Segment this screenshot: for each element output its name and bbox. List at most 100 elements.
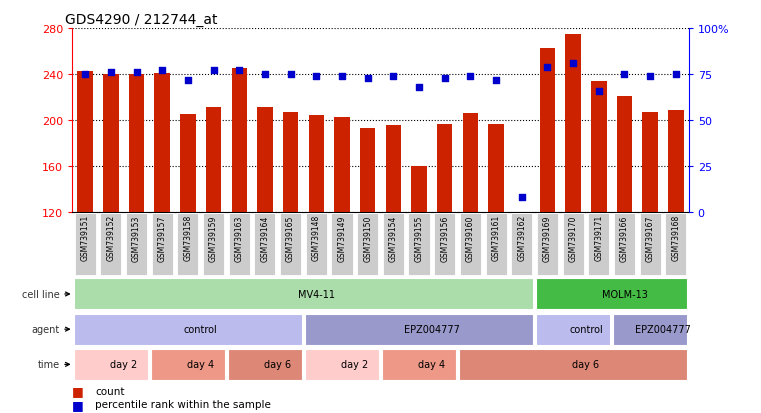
Text: day 2: day 2: [341, 359, 368, 370]
Text: GSM739149: GSM739149: [337, 215, 346, 261]
Text: cell line: cell line: [22, 289, 59, 299]
Bar: [306, 214, 326, 275]
Text: GSM739160: GSM739160: [466, 215, 475, 261]
Point: [438, 75, 451, 82]
Text: ■: ■: [72, 398, 84, 411]
Point: [310, 74, 323, 80]
Bar: [409, 214, 429, 275]
Bar: [357, 214, 378, 275]
Text: GSM739161: GSM739161: [492, 215, 501, 261]
Point: [259, 71, 271, 78]
Text: day 2: day 2: [110, 359, 137, 370]
Point: [361, 75, 374, 82]
Bar: [642, 113, 658, 213]
Point: [233, 68, 245, 74]
Bar: [565, 35, 581, 213]
Point: [208, 68, 220, 74]
Bar: [591, 82, 607, 213]
Bar: [126, 214, 147, 275]
Text: GSM739152: GSM739152: [107, 215, 116, 261]
Bar: [74, 314, 302, 345]
Bar: [332, 214, 352, 275]
Text: GSM739150: GSM739150: [363, 215, 372, 261]
Text: ■: ■: [72, 384, 84, 397]
Text: GSM739165: GSM739165: [286, 215, 295, 261]
Text: EPZ004777: EPZ004777: [635, 324, 691, 335]
Bar: [540, 48, 556, 213]
Bar: [383, 214, 404, 275]
Bar: [229, 214, 250, 275]
Bar: [100, 214, 121, 275]
Bar: [283, 113, 298, 213]
Bar: [129, 75, 145, 213]
Point: [516, 195, 528, 201]
Bar: [78, 71, 93, 213]
Text: GSM739156: GSM739156: [440, 215, 449, 261]
Bar: [437, 124, 453, 213]
Point: [285, 71, 297, 78]
Bar: [460, 214, 481, 275]
Text: GSM739167: GSM739167: [645, 215, 654, 261]
Bar: [435, 214, 455, 275]
Bar: [486, 214, 507, 275]
Bar: [228, 349, 302, 380]
Text: day 6: day 6: [572, 359, 600, 370]
Point: [490, 77, 502, 84]
Bar: [382, 349, 457, 380]
Bar: [180, 115, 196, 213]
Bar: [613, 314, 687, 345]
Text: GSM739169: GSM739169: [543, 215, 552, 261]
Point: [619, 71, 631, 78]
Bar: [360, 129, 375, 213]
Bar: [304, 314, 533, 345]
Point: [156, 68, 168, 74]
Point: [105, 70, 117, 76]
Text: EPZ004777: EPZ004777: [404, 324, 460, 335]
Bar: [386, 126, 401, 213]
Point: [541, 64, 553, 71]
Text: GSM739159: GSM739159: [209, 215, 218, 261]
Text: control: control: [569, 324, 603, 335]
Point: [130, 70, 142, 76]
Bar: [231, 69, 247, 213]
Bar: [74, 279, 533, 310]
Point: [182, 77, 194, 84]
Bar: [537, 214, 558, 275]
Point: [670, 71, 682, 78]
Bar: [665, 214, 686, 275]
Text: day 4: day 4: [419, 359, 445, 370]
Text: GSM739148: GSM739148: [312, 215, 321, 261]
Text: GSM739151: GSM739151: [81, 215, 90, 261]
Text: GSM739164: GSM739164: [260, 215, 269, 261]
Bar: [511, 214, 532, 275]
Text: GSM739154: GSM739154: [389, 215, 398, 261]
Bar: [151, 349, 225, 380]
Text: control: control: [184, 324, 218, 335]
Text: time: time: [37, 359, 59, 370]
Text: GSM739158: GSM739158: [183, 215, 193, 261]
Bar: [206, 108, 221, 213]
Text: GSM739162: GSM739162: [517, 215, 527, 261]
Text: MV4-11: MV4-11: [298, 289, 335, 299]
Point: [567, 61, 579, 67]
Text: day 4: day 4: [187, 359, 215, 370]
Text: GSM739163: GSM739163: [234, 215, 244, 261]
Bar: [617, 97, 632, 213]
Point: [644, 74, 656, 80]
Bar: [304, 349, 379, 380]
Point: [593, 88, 605, 95]
Bar: [562, 214, 584, 275]
Text: agent: agent: [31, 324, 59, 335]
Text: GSM739168: GSM739168: [671, 215, 680, 261]
Text: GSM739153: GSM739153: [132, 215, 141, 261]
Point: [336, 74, 348, 80]
Point: [387, 74, 400, 80]
Text: GDS4290 / 212744_at: GDS4290 / 212744_at: [65, 13, 217, 27]
Bar: [668, 110, 683, 213]
Text: GSM739155: GSM739155: [415, 215, 424, 261]
Bar: [640, 214, 661, 275]
Text: MOLM-13: MOLM-13: [601, 289, 648, 299]
Bar: [103, 75, 119, 213]
Bar: [588, 214, 610, 275]
Bar: [536, 279, 687, 310]
